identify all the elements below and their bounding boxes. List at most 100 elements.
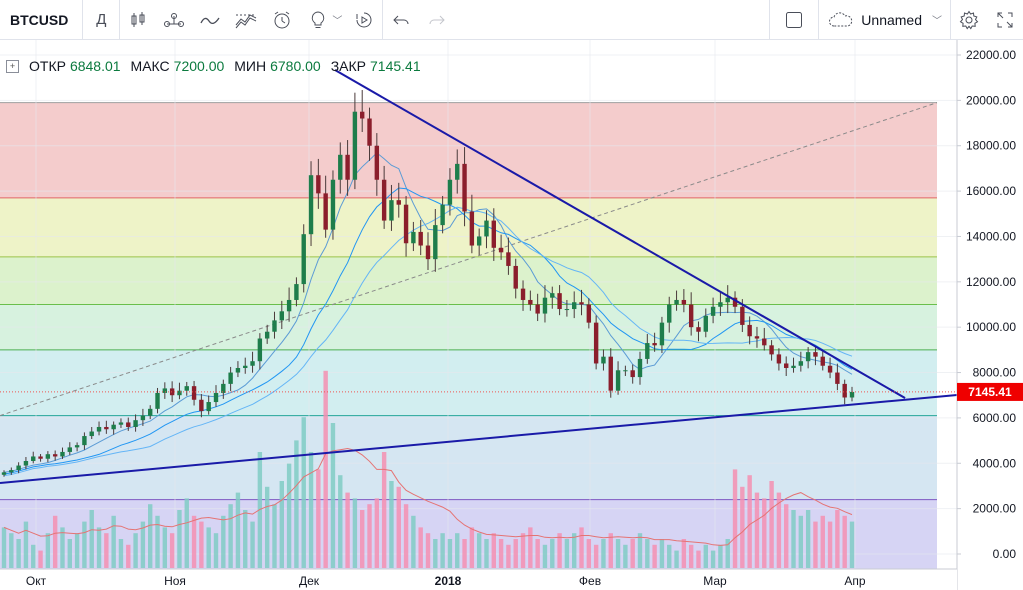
volume-bar (396, 486, 401, 568)
candle-body (264, 331, 270, 339)
candle-body (630, 370, 635, 378)
price-axis[interactable]: 22000.00 20000.00 18000.00 16000.00 14000.00… (957, 48, 1016, 561)
chevron-down-icon[interactable]: ﹀ (332, 16, 343, 27)
candle-body (381, 179, 387, 221)
interval-button[interactable]: Д (96, 11, 107, 28)
time-tick-label: Дек (299, 574, 320, 588)
volume-bar (1, 527, 7, 568)
gear-icon[interactable] (951, 0, 987, 40)
indicators-icon[interactable] (192, 0, 228, 40)
price-tick-label: 12000.00 (966, 275, 1016, 289)
candle-body (791, 365, 796, 369)
moving-average-ribbon (3, 152, 853, 477)
candle-body (213, 392, 219, 403)
replay-icon[interactable] (346, 0, 382, 40)
candlesticks (1, 90, 855, 477)
candle-body (747, 324, 752, 337)
volume-bar (784, 504, 789, 568)
candle-body (82, 436, 87, 446)
volume-bar (754, 492, 760, 568)
undo-icon[interactable] (383, 0, 419, 40)
candle-body (155, 392, 160, 409)
volume-bar (645, 539, 650, 568)
candle-body (688, 304, 694, 328)
price-tick-label: 6000.00 (973, 411, 1017, 425)
candle-body (316, 175, 321, 194)
volume-bar (360, 510, 365, 568)
candle-body (45, 454, 51, 459)
candle-body (586, 304, 592, 323)
candle-body (506, 252, 511, 266)
volume-bar (747, 475, 752, 568)
fib-trend-dashed-line[interactable] (0, 102, 938, 417)
candle-body (696, 327, 701, 332)
chevron-down-icon[interactable]: ﹀ (932, 16, 942, 27)
candle-body (623, 370, 628, 372)
fullscreen-square-icon[interactable] (770, 0, 818, 40)
volume-bar (491, 533, 496, 568)
volume-bar (294, 440, 299, 568)
toolbar-divider (382, 0, 384, 40)
volume-bar (403, 504, 409, 568)
volume-bar (593, 544, 599, 568)
candle-body (191, 386, 197, 400)
volume-bar (462, 539, 467, 568)
candle-body (221, 383, 226, 393)
volume-bar (104, 533, 109, 568)
fib-band (0, 349, 937, 416)
volume-bar (601, 539, 606, 568)
volume-bar (148, 504, 153, 568)
ascending-trend-line[interactable] (0, 394, 958, 484)
candle-body (104, 426, 109, 430)
candle-body (330, 179, 336, 230)
cloud-icon[interactable] (819, 0, 855, 40)
volume-bar (513, 539, 518, 568)
candle-body (447, 179, 453, 205)
volume-bar (820, 515, 825, 568)
price-axis-background (957, 40, 1023, 590)
volume-bar (184, 498, 189, 568)
candle-body (849, 391, 855, 398)
candle-body (250, 361, 255, 366)
volume-bar (301, 417, 306, 568)
candle-body (681, 299, 687, 305)
maximize-icon[interactable] (987, 0, 1023, 40)
volume-bar (140, 521, 146, 568)
volume-bar (425, 533, 431, 568)
volume-bar (769, 481, 774, 568)
ideas-lightbulb-icon[interactable] (300, 0, 336, 40)
volume-bar (389, 481, 394, 568)
layout-name[interactable]: Unnamed (861, 11, 922, 28)
volume-bar (381, 452, 387, 568)
descending-trend-line-2[interactable] (725, 294, 906, 399)
price-chart[interactable]: 22000.00 20000.00 18000.00 16000.00 14000.00… (0, 40, 1023, 590)
candle-body (148, 408, 153, 416)
time-tick-label: 2018 (435, 574, 462, 588)
candle-body (725, 297, 730, 303)
alert-clock-icon[interactable] (264, 0, 300, 40)
volume-bar (447, 539, 453, 568)
candles-icon[interactable] (120, 0, 156, 40)
candle-body (579, 302, 584, 305)
compare-icon[interactable] (156, 0, 192, 40)
candle-body (469, 211, 475, 246)
candle-body (564, 309, 570, 311)
redo-icon[interactable] (419, 0, 455, 40)
candle-body (31, 456, 36, 462)
volume-bar (762, 498, 767, 568)
candle-body (177, 390, 182, 396)
candle-body (498, 247, 504, 253)
symbol-search-button[interactable]: BTCUSD (0, 0, 84, 40)
time-axis[interactable]: Окт Ноя Дек 2018 Фев Мар Апр (26, 574, 866, 588)
price-tick-label: 16000.00 (966, 184, 1016, 198)
financials-icon[interactable] (228, 0, 264, 40)
collapse-legend-icon[interactable]: + (6, 59, 19, 73)
volume-bar (740, 486, 745, 568)
price-tick-label: 14000.00 (966, 229, 1016, 243)
candle-body (16, 465, 21, 471)
candle-body (769, 345, 774, 355)
moving-average-line (3, 206, 853, 477)
volume-bar (535, 539, 540, 568)
volume-bar (674, 550, 679, 568)
candle-body (411, 231, 416, 244)
